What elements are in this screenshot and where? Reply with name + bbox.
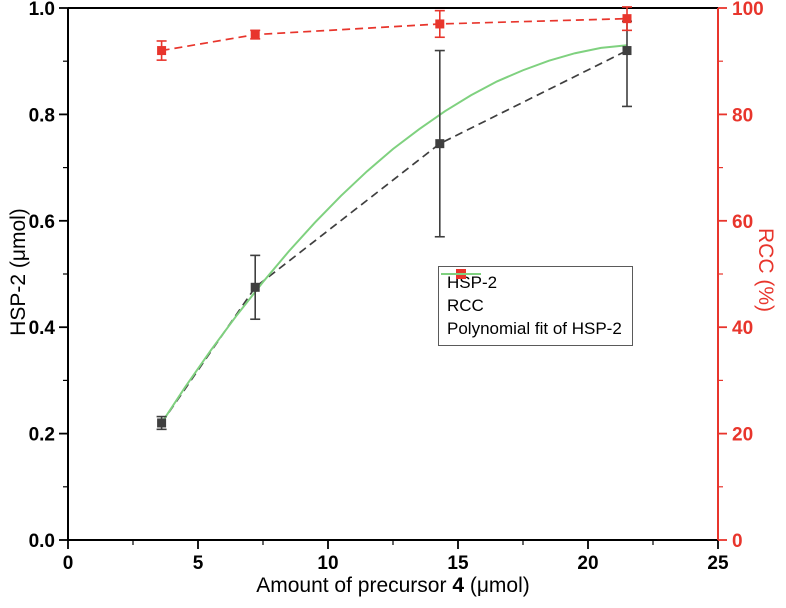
y-axis-right: 0 20 40 60 80 100 <box>718 0 764 552</box>
series-points-hsp-2 <box>156 20 632 431</box>
svg-text:10: 10 <box>317 553 338 574</box>
legend: HSP-2 RCC Polynomial fit of HSP-2 <box>438 266 633 346</box>
legend-item-rcc: RCC <box>441 269 622 317</box>
svg-text:5: 5 <box>193 553 204 574</box>
svg-text:0.0: 0.0 <box>29 531 55 552</box>
svg-text:20: 20 <box>577 553 598 574</box>
series-line-polynomial-fit-of-hsp-2 <box>160 44 628 424</box>
svg-text:0.2: 0.2 <box>29 425 55 446</box>
y-axis-right-title: RCC (%) <box>754 228 777 312</box>
svg-text:0.8: 0.8 <box>29 105 55 126</box>
legend-item-fit: Polynomial fit of HSP-2 <box>441 273 622 340</box>
svg-text:20: 20 <box>732 425 753 446</box>
x-axis-title-bold: 4 <box>452 574 465 597</box>
svg-text:0.4: 0.4 <box>29 318 56 339</box>
series-line-rcc <box>161 17 628 52</box>
svg-text:0: 0 <box>732 531 743 552</box>
svg-text:60: 60 <box>732 212 753 233</box>
series-points-rcc <box>156 6 632 61</box>
x-axis-title-prefix: Amount of precursor <box>256 574 453 597</box>
x-axis: 0 5 10 15 20 25 <box>63 540 729 574</box>
svg-text:25: 25 <box>707 553 729 574</box>
x-axis-title-suffix: (μmol) <box>464 574 530 597</box>
y-axis-left: 0.0 0.2 0.4 0.6 0.8 1.0 <box>29 0 68 552</box>
svg-text:15: 15 <box>447 553 469 574</box>
y-axis-left-title: HSP-2 (μmol) <box>7 208 30 336</box>
x-axis-title: Amount of precursor 4 (μmol) <box>256 574 530 598</box>
svg-text:40: 40 <box>732 318 753 339</box>
svg-text:0: 0 <box>63 553 74 574</box>
legend-label-fit: Polynomial fit of HSP-2 <box>447 319 622 338</box>
svg-text:0.6: 0.6 <box>29 212 55 233</box>
svg-text:80: 80 <box>732 105 753 126</box>
legend-swatch-fit-icon <box>441 273 481 275</box>
legend-label-rcc: RCC <box>447 296 484 315</box>
series-line-hsp-2 <box>160 49 628 424</box>
svg-text:1.0: 1.0 <box>29 0 55 20</box>
svg-text:100: 100 <box>732 0 764 20</box>
